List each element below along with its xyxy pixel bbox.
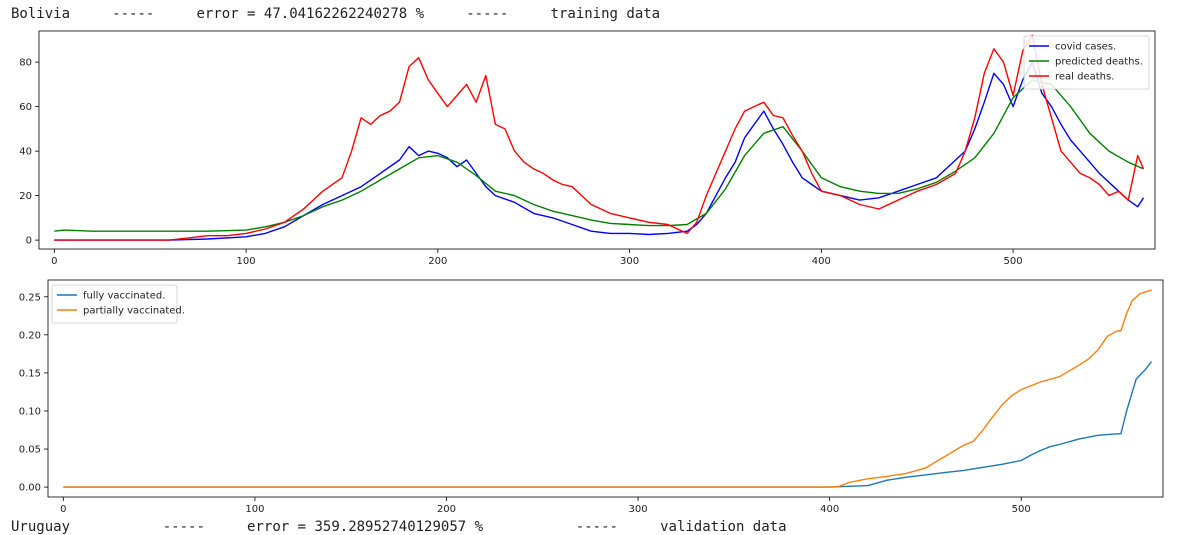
legend-label: real deaths. [1055,72,1114,83]
plot-frame [38,30,1156,250]
y-tick-label: 40 [19,147,32,158]
header-error: error = 47.04162262240278 % [196,6,425,22]
x-tick-label: 200 [428,256,447,267]
y-tick-label: 80 [19,58,32,69]
header-separator: ----- [466,6,509,22]
bottom-chart-header: Uruguay ----- error = 359.28952740129057… [11,519,787,535]
header-country: Uruguay [11,519,71,535]
y-tick-label: 20 [19,191,32,202]
chart-2: 0 100 200 300 400 500 0.00 0.05 0.10 0.15 0.20 0.25… [19,279,1164,515]
y-tick-label: 0.10 [19,406,41,417]
header-mode: training data [550,6,661,22]
legend-label: predicted deaths. [1055,57,1143,68]
legend-label: fully vaccinated. [83,291,165,302]
series-line-partially-vaccinated [63,289,1152,488]
header-separator: ----- [112,6,155,22]
top-chart-header: Bolivia ----- error = 47.04162262240278 … [11,6,660,22]
header-error: error = 359.28952740129057 % [247,519,484,535]
x-tick-label: 300 [629,504,648,515]
header-country: Bolivia [11,6,71,22]
legend: covid cases. predicted deaths. real deaths… [1023,35,1150,90]
header-mode: validation data [660,519,787,535]
x-tick-label: 0 [51,256,57,267]
x-tick-label: 200 [437,504,456,515]
legend-box [1023,35,1150,90]
legend: fully vaccinated. partially vaccinated. [51,284,185,324]
y-tick-label: 0.25 [19,292,41,303]
header-separator: ----- [575,519,618,535]
x-tick-label: 0 [60,504,66,515]
legend-label: covid cases. [1055,42,1116,53]
y-tick-label: 0.05 [19,445,41,456]
y-tick-label: 0.00 [19,483,41,494]
legend-box [51,284,178,324]
x-tick-label: 500 [1004,256,1023,267]
legend-label: partially vaccinated. [83,306,185,317]
plot-frame [47,279,1164,498]
series-line-fully-vaccinated [63,361,1153,488]
x-tick-label: 100 [237,256,256,267]
x-tick-label: 500 [1012,504,1031,515]
x-tick-label: 400 [820,504,839,515]
header-separator: ----- [162,519,205,535]
y-tick-label: 60 [19,102,32,113]
y-tick-label: 0 [26,236,32,247]
x-tick-label: 400 [812,256,831,267]
series-line-predicted-deaths [54,79,1144,232]
x-tick-label: 100 [245,504,264,515]
series-line-real-deaths [54,34,1145,241]
chart-1: 0 100 200 300 400 500 0 20 40 60 80 covid cases. pre… [19,30,1156,267]
y-tick-label: 0.15 [19,368,41,379]
x-tick-label: 300 [620,256,639,267]
y-tick-label: 0.20 [19,330,41,341]
